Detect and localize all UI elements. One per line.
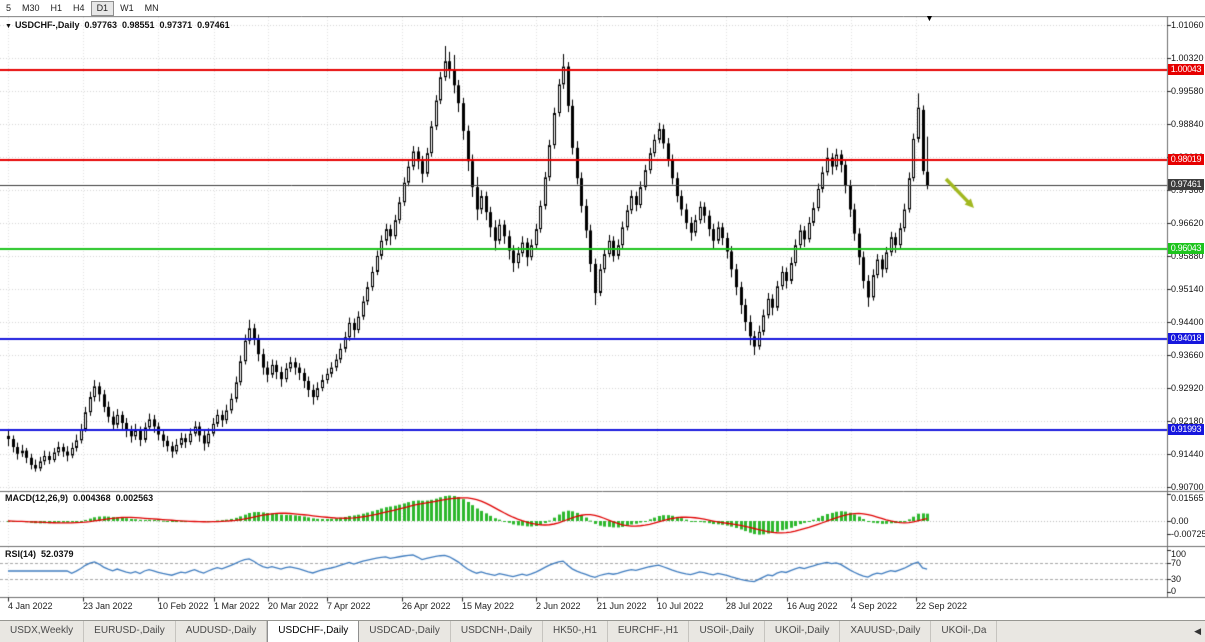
rsi-axis-label: 70 [1171, 558, 1182, 568]
date-axis-label: 2 Jun 2022 [536, 601, 581, 611]
rsi-label: RSI(14) [5, 549, 37, 559]
date-axis-label: 23 Jan 2022 [83, 601, 133, 611]
price-level-badge-1-00043: 1.00043 [1168, 64, 1204, 75]
rsi-indicator-label: RSI(14) 52.0379 [5, 549, 74, 559]
tab-usdx-weekly[interactable]: USDX,Weekly [0, 621, 85, 642]
price-level-badge-0-97461: 0.97461 [1168, 179, 1204, 190]
tab-usdchf-daily[interactable]: USDCHF-,Daily [267, 621, 360, 642]
tab-eurusd-daily[interactable]: EURUSD-,Daily [84, 621, 176, 642]
macd-indicator-label: MACD(12,26,9) 0.004368 0.002563 [5, 493, 153, 503]
rsi-axis-label: 30 [1171, 574, 1182, 584]
tab-usoil-daily[interactable]: USOil-,Daily [689, 621, 765, 642]
date-axis-label: 16 Aug 2022 [787, 601, 838, 611]
price-level-badge-0-98019: 0.98019 [1168, 154, 1204, 165]
timeframe-toolbar: 5 M30 H1 H4 D1 W1 MN [0, 0, 1205, 16]
price-axis-label: 0.96620 [1171, 218, 1204, 228]
price-axis-label: 0.90700 [1171, 482, 1204, 492]
date-axis-label: 4 Sep 2022 [851, 601, 898, 611]
price-axis-label: 1.00320 [1171, 53, 1204, 63]
date-axis-label: 21 Jun 2022 [597, 601, 647, 611]
price-level-badge-0-94018: 0.94018 [1168, 333, 1204, 344]
rsi-axis-label: 100 [1171, 549, 1187, 559]
timeframe-button-d1[interactable]: D1 [90, 0, 115, 16]
high-value: 0.98551 [122, 20, 155, 30]
chart-tab-bar: USDX,Weekly EURUSD-,Daily AUDUSD-,Daily USD… [0, 620, 1205, 642]
date-axis-label: 20 Mar 2022 [268, 601, 319, 611]
tab-eurchf-h1[interactable]: EURCHF-,H1 [608, 621, 690, 642]
open-value: 0.97763 [84, 20, 117, 30]
price-axis-label: 0.93660 [1171, 350, 1204, 360]
macd-axis-label: -0.00725 [1171, 529, 1205, 539]
price-axis-label: 0.92180 [1171, 416, 1204, 426]
date-axis-label: 26 Apr 2022 [402, 601, 451, 611]
collapse-triangle-icon[interactable]: ▼ [5, 23, 12, 30]
price-axis-label: 1.01060 [1171, 20, 1204, 30]
rsi-value: 52.0379 [41, 549, 74, 559]
date-axis-label: 22 Sep 2022 [916, 601, 968, 611]
symbol-name: USDCHF-,Daily [14, 20, 80, 30]
price-axis-label: 0.99580 [1171, 86, 1204, 96]
macd-axis-label: 0.00 [1171, 516, 1189, 526]
timeframe-button-m30[interactable]: M30 [22, 2, 40, 13]
macd-main-value: 0.004368 [73, 493, 111, 503]
price-level-badge-0-91993: 0.91993 [1168, 424, 1204, 435]
date-axis-label: 10 Jul 2022 [657, 601, 704, 611]
price-axis-label: 0.97360 [1171, 185, 1204, 195]
date-axis-label: 15 May 2022 [462, 601, 515, 611]
price-axis-label: 0.94400 [1171, 317, 1204, 327]
low-value: 0.97371 [159, 20, 193, 30]
date-axis-label: 10 Feb 2022 [158, 601, 209, 611]
price-axis-label: 0.95140 [1171, 284, 1204, 294]
rsi-axis-label: 0 [1171, 586, 1177, 596]
price-axis-label: 0.95880 [1171, 251, 1204, 261]
macd-axis-label: 0.01565 [1171, 493, 1204, 503]
tab-usdcad-daily[interactable]: USDCAD-,Daily [359, 621, 451, 642]
date-axis-label: 4 Jan 2022 [8, 601, 53, 611]
macd-label: MACD(12,26,9) [5, 493, 69, 503]
price-axis-label: 0.92920 [1171, 383, 1204, 393]
tab-ukoil-daily[interactable]: UKOil-,Daily [765, 621, 841, 642]
price-level-badge-0-96043: 0.96043 [1168, 243, 1204, 254]
chart-overlays: ▼ USDCHF-,Daily 0.97763 0.98551 0.97371 0.974… [5, 13, 1205, 611]
symbol-ohlc-header: ▼ USDCHF-,Daily 0.97763 0.98551 0.97371 0.974… [5, 20, 230, 30]
timeframe-button-5[interactable]: 5 [6, 2, 12, 13]
price-axis-label: 0.98840 [1171, 119, 1204, 129]
tab-xauusd-daily[interactable]: XAUUSD-,Daily [840, 621, 932, 642]
chart-canvas[interactable] [0, 0, 1205, 620]
timeframe-button-mn[interactable]: MN [144, 2, 159, 13]
timeframe-button-w1[interactable]: W1 [120, 2, 134, 13]
date-axis-label: 28 Jul 2022 [726, 601, 773, 611]
down-triangle-marker-icon: ▼ [925, 13, 934, 23]
tab-ukoil-da[interactable]: UKOil-,Da [931, 621, 998, 642]
date-axis-label: 1 Mar 2022 [214, 601, 260, 611]
close-value: 0.97461 [197, 20, 230, 30]
timeframe-button-h1[interactable]: H1 [50, 2, 63, 13]
tab-hk50-h1[interactable]: HK50-,H1 [543, 621, 608, 642]
tab-scroll-left-button[interactable]: ◀ [1194, 626, 1201, 636]
macd-signal-value: 0.002563 [115, 493, 154, 503]
price-axis-label: 0.91440 [1171, 449, 1204, 459]
date-axis-label: 7 Apr 2022 [327, 601, 371, 611]
tab-usdcnh-daily[interactable]: USDCNH-,Daily [451, 621, 543, 642]
timeframe-button-h4[interactable]: H4 [73, 2, 85, 13]
tab-audusd-daily[interactable]: AUDUSD-,Daily [176, 621, 268, 642]
